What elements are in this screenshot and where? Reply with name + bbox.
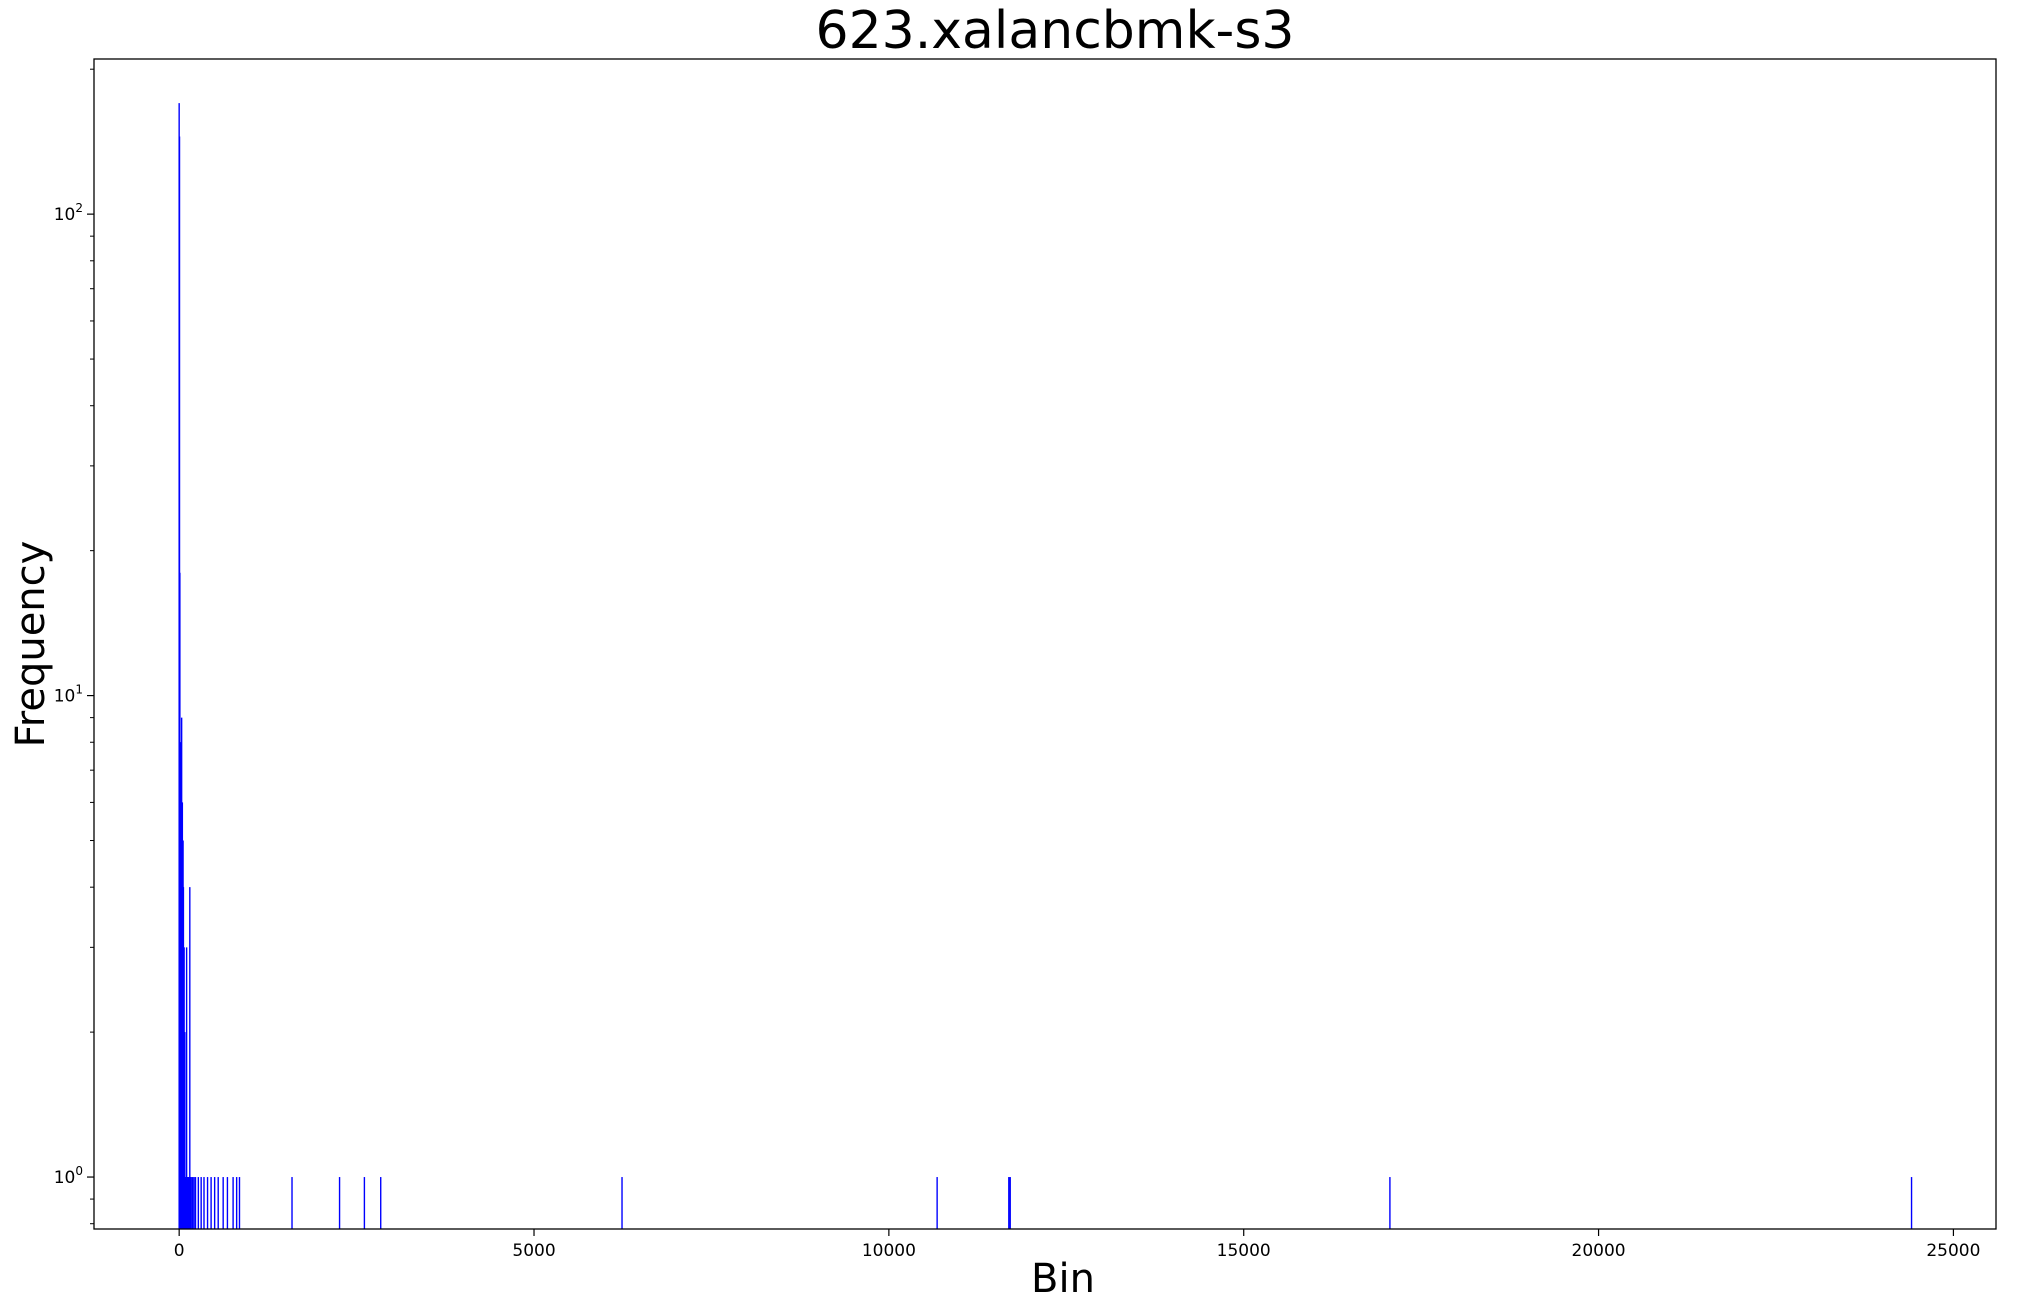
x-tick-label: 0 xyxy=(174,1241,185,1261)
bars-layer xyxy=(178,103,1913,1229)
chart-title: 623.xalancbmk-s3 xyxy=(816,1,1295,61)
y-tick-label: 101 xyxy=(54,683,83,707)
y-tick-label: 102 xyxy=(54,201,83,225)
x-tick-label: 10000 xyxy=(862,1241,916,1261)
x-tick-label: 20000 xyxy=(1572,1241,1626,1261)
plot-area-frame xyxy=(93,58,1997,1230)
x-axis: 0 5000 10000 15000 20000 25000 xyxy=(174,1229,1980,1261)
x-tick-label: 25000 xyxy=(1926,1241,1980,1261)
y-axis-label: Frequency xyxy=(8,541,54,748)
y-axis: 100 101 102 xyxy=(54,68,94,1225)
y-tick-label: 100 xyxy=(54,1164,83,1188)
x-tick-label: 15000 xyxy=(1217,1241,1271,1261)
x-tick-label: 5000 xyxy=(512,1241,555,1261)
x-axis-label: Bin xyxy=(1031,1256,1095,1302)
